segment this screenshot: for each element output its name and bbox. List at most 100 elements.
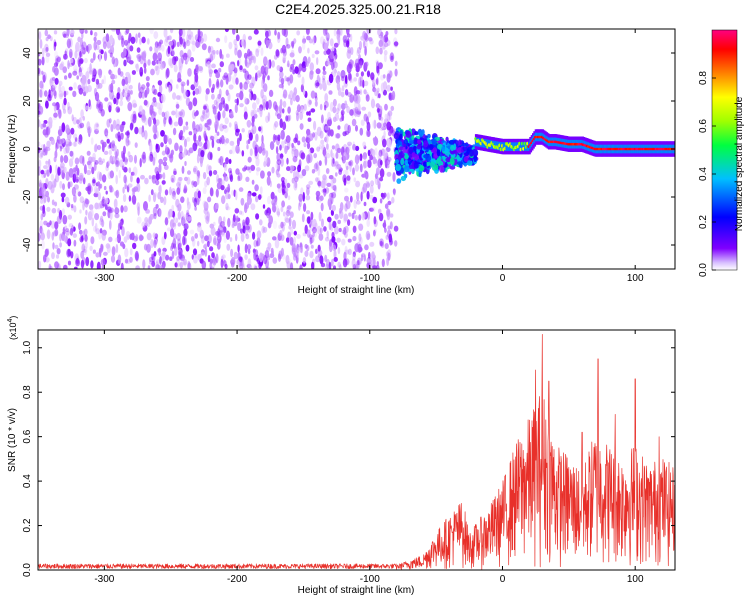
heatmap-cell <box>327 216 332 223</box>
heatmap-cell <box>150 189 154 196</box>
heatmap-cell <box>93 40 97 51</box>
heatmap-cell <box>127 89 131 97</box>
heatmap-cell <box>282 100 287 108</box>
heatmap-cell <box>373 216 377 225</box>
heatmap-cell <box>186 216 192 222</box>
heatmap-cell <box>186 34 189 44</box>
heatmap-cell <box>208 165 212 171</box>
heatmap-cell <box>91 177 96 187</box>
heatmap-cell <box>341 75 345 82</box>
heatmap-cell <box>355 90 361 95</box>
heatmap-cell <box>350 47 354 55</box>
heatmap-cell <box>370 180 375 187</box>
heatmap-cell <box>145 76 150 82</box>
heatmap-cell <box>57 166 61 176</box>
heatmap-cell <box>77 123 83 129</box>
heatmap-cell <box>218 67 222 73</box>
heatmap-cell <box>331 204 336 212</box>
heatmap-cell <box>281 82 284 90</box>
heatmap-cell <box>250 203 256 211</box>
heatmap-cell <box>352 235 357 242</box>
heatmap-cell <box>163 156 168 162</box>
heatmap-cell <box>260 142 265 151</box>
heatmap-cell <box>315 255 321 263</box>
heatmap-cell <box>244 254 248 260</box>
colorbar-label: Normalized spectral amplitude <box>734 96 745 231</box>
heatmap-cell <box>40 212 44 218</box>
heatmap-cell <box>367 149 371 157</box>
heatmap-cell <box>333 257 338 262</box>
heatmap-cell <box>304 60 309 67</box>
heatmap-cell <box>177 211 181 220</box>
heatmap-cell <box>286 44 291 49</box>
heatmap-cell <box>209 53 213 62</box>
heatmap-cell <box>85 45 89 52</box>
heatmap-cell <box>325 134 329 144</box>
heatmap-cell <box>241 128 245 133</box>
heatmap-cell <box>227 92 231 102</box>
heatmap-cell <box>183 52 188 61</box>
heatmap-cell <box>245 216 250 226</box>
heatmap-cell <box>352 253 356 261</box>
heatmap-cell <box>44 43 49 54</box>
heatmap-cell <box>52 66 56 73</box>
heatmap-cell <box>171 250 175 259</box>
heatmap-cell <box>200 251 206 257</box>
heatmap-cell <box>93 225 97 232</box>
heatmap-cell <box>123 92 128 98</box>
heatmap-cell <box>337 90 342 96</box>
heatmap-cell <box>39 225 43 234</box>
heatmap-cell <box>336 107 340 115</box>
heatmap-cell <box>263 254 268 265</box>
heatmap-cell <box>287 76 291 86</box>
heatmap-cell <box>99 217 104 226</box>
heatmap-cell <box>173 168 177 176</box>
heatmap-cell <box>277 35 281 44</box>
heatmap-cell <box>79 155 84 164</box>
heatmap-cell <box>324 93 329 103</box>
heatmap-cell <box>156 209 161 214</box>
heatmap-cell <box>80 259 85 269</box>
heatmap-cell <box>132 103 138 108</box>
heatmap-cell <box>71 186 76 197</box>
heatmap-cell <box>61 208 65 216</box>
heatmap-cell <box>319 130 324 139</box>
heatmap-cell <box>177 203 182 212</box>
heatmap-cell <box>182 235 186 246</box>
heatmap-cell <box>315 177 319 182</box>
heatmap-cell <box>134 154 137 164</box>
heatmap-cell <box>180 258 186 266</box>
x-tick-label: -100 <box>360 574 380 585</box>
heatmap-cell <box>235 128 240 133</box>
heatmap-cell <box>151 260 156 267</box>
heatmap-cell <box>237 172 243 182</box>
heatmap-cell <box>204 180 208 188</box>
heatmap-cell <box>332 177 337 184</box>
heatmap-cell <box>54 55 60 65</box>
heatmap-cell <box>277 208 280 218</box>
heatmap-cell <box>306 210 311 215</box>
heatmap-cell <box>63 97 67 106</box>
heatmap-cell <box>271 199 276 206</box>
heatmap-cell <box>204 247 208 257</box>
heatmap-cell <box>205 108 210 113</box>
heatmap-cell <box>255 133 259 143</box>
heatmap-cell <box>141 128 145 138</box>
heatmap-cell <box>279 229 283 236</box>
heatmap-cell <box>333 161 339 167</box>
heatmap-cell <box>219 177 223 188</box>
heatmap-cell <box>286 182 291 189</box>
heatmap-cell <box>114 237 119 242</box>
heatmap-cell <box>115 29 121 36</box>
heatmap-cell <box>380 74 385 81</box>
heatmap-cell <box>169 117 173 126</box>
heatmap-cell <box>342 227 347 236</box>
heatmap-cell <box>284 217 290 223</box>
heatmap-cell <box>412 137 419 145</box>
heatmap-cell <box>177 72 182 82</box>
heatmap-cell <box>64 50 67 56</box>
heatmap-cell <box>77 139 83 145</box>
heatmap-cell <box>144 217 149 223</box>
heatmap-cell <box>72 141 78 147</box>
heatmap-cell <box>391 196 395 204</box>
